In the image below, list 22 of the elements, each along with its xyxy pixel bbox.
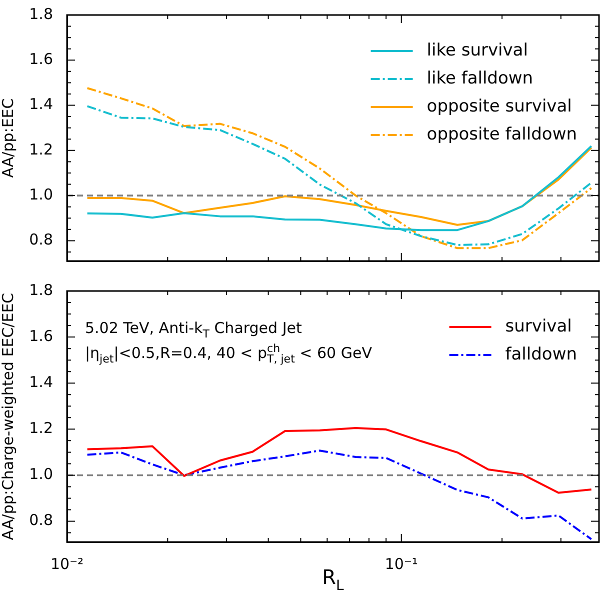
legend-label: falldown [505, 344, 577, 364]
y-tick-label: 0.8 [29, 511, 53, 530]
y-tick-label: 1.0 [29, 465, 53, 484]
y-tick-label: 1.8 [29, 4, 53, 23]
legend-label: opposite survival [426, 96, 572, 116]
y-axis-title: AA/pp:Charge-weighted EEC/EEC [0, 292, 17, 540]
y-tick-label: 1.8 [29, 280, 53, 299]
x-tick-label: 10⁻¹ [384, 554, 418, 573]
x-tick-label: 10⁻² [50, 554, 84, 573]
legend-label: like falldown [426, 68, 534, 88]
y-tick-label: 1.2 [29, 419, 53, 438]
y-tick-label: 0.8 [29, 230, 53, 249]
y-axis-title: AA/pp:EEC [0, 98, 17, 178]
y-tick-label: 1.6 [29, 326, 53, 345]
y-tick-label: 1.2 [29, 140, 53, 158]
y-tick-label: 1.4 [29, 373, 53, 391]
legend-label: like survival [426, 40, 528, 60]
y-tick-label: 1.4 [29, 95, 53, 114]
legend-label: survival [505, 316, 572, 336]
y-tick-label: 1.6 [29, 50, 53, 68]
y-tick-label: 1.0 [29, 185, 53, 204]
legend-label: opposite falldown [426, 124, 578, 144]
